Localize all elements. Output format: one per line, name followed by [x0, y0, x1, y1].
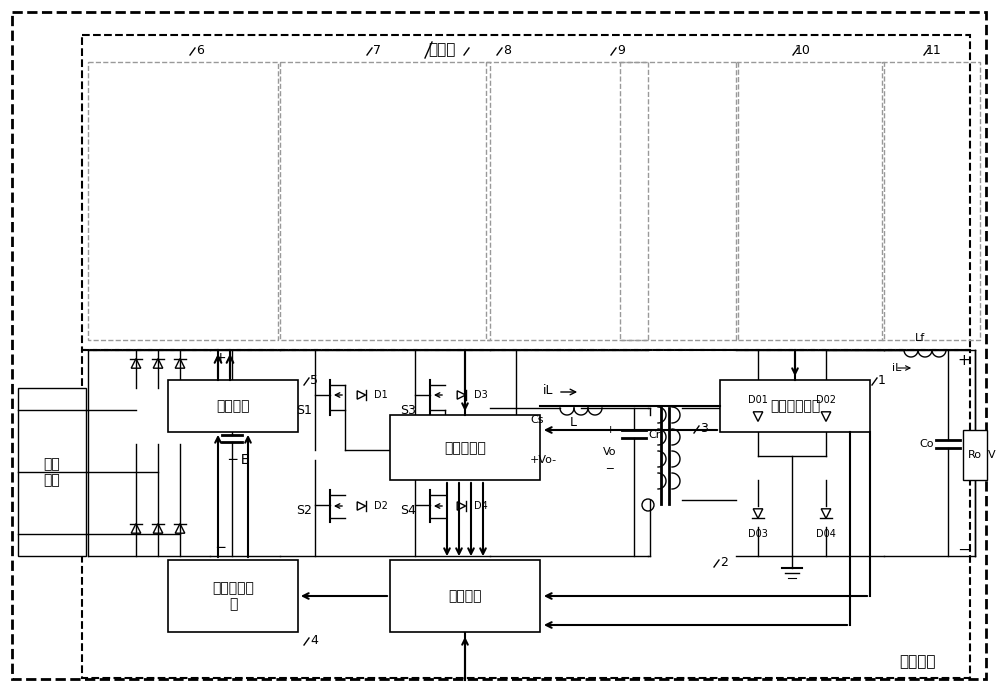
Text: S3: S3 [400, 404, 416, 417]
Text: D1: D1 [374, 390, 388, 400]
Bar [963, 430, 987, 480]
Text: +: + [214, 351, 226, 365]
Bar [18, 388, 86, 556]
Text: 控制回路: 控制回路 [900, 654, 936, 670]
Bar [168, 380, 298, 432]
Bar [82, 350, 970, 678]
Text: D2: D2 [374, 501, 388, 511]
Text: 模糊控制器: 模糊控制器 [444, 441, 486, 455]
Text: 主回路: 主回路 [428, 43, 456, 57]
Text: Cr: Cr [648, 430, 660, 440]
Text: S4: S4 [400, 504, 416, 516]
Bar [882, 62, 980, 340]
Text: 4: 4 [310, 634, 318, 647]
Text: 9: 9 [617, 44, 625, 57]
Text: 2: 2 [720, 556, 728, 569]
Text: 电压调理电路: 电压调理电路 [770, 399, 820, 413]
Text: Co: Co [920, 439, 934, 449]
Text: iL: iL [543, 384, 554, 397]
Bar [390, 415, 540, 480]
Text: 滑模制器: 滑模制器 [448, 589, 482, 603]
Bar [736, 62, 884, 340]
Text: 3: 3 [700, 422, 708, 435]
Text: 驱动电路: 驱动电路 [216, 399, 250, 413]
Text: iL: iL [892, 363, 901, 373]
Text: 数字逻辑单
元: 数字逻辑单 元 [212, 581, 254, 611]
Text: D04: D04 [816, 529, 836, 539]
Text: 三相
电源: 三相 电源 [44, 457, 60, 487]
Text: ─ E: ─ E [228, 453, 250, 467]
Bar [390, 560, 540, 632]
Text: S1: S1 [296, 404, 312, 417]
Text: 1: 1 [878, 374, 886, 386]
Text: S2: S2 [296, 504, 312, 516]
Text: ─: ─ [959, 542, 969, 558]
Text: D02: D02 [816, 395, 836, 405]
Text: +Vo-: +Vo- [530, 455, 557, 465]
Text: V: V [988, 450, 996, 460]
Text: +: + [958, 352, 970, 368]
Bar [88, 62, 278, 340]
Text: D03: D03 [748, 529, 768, 539]
Text: 7: 7 [373, 44, 381, 57]
Text: ─: ─ [216, 541, 224, 555]
Bar [168, 560, 298, 632]
Bar [280, 62, 490, 340]
Text: D3: D3 [474, 390, 488, 400]
Text: +: + [605, 425, 615, 435]
Bar [620, 62, 738, 340]
Bar [486, 62, 648, 340]
Text: Ro: Ro [968, 450, 982, 460]
Text: Lf: Lf [915, 333, 925, 343]
Text: D01: D01 [748, 395, 768, 405]
Text: 6: 6 [196, 44, 204, 57]
Text: 8: 8 [503, 44, 511, 57]
Text: 11: 11 [926, 44, 942, 57]
Bar [720, 380, 870, 432]
Text: Vo: Vo [603, 447, 617, 457]
Text: L: L [570, 415, 576, 428]
Bar [82, 35, 970, 350]
Text: 10: 10 [795, 44, 811, 57]
Text: Cs: Cs [530, 415, 544, 425]
Text: ─: ─ [607, 463, 613, 473]
Text: D4: D4 [474, 501, 488, 511]
Text: 5: 5 [310, 374, 318, 386]
